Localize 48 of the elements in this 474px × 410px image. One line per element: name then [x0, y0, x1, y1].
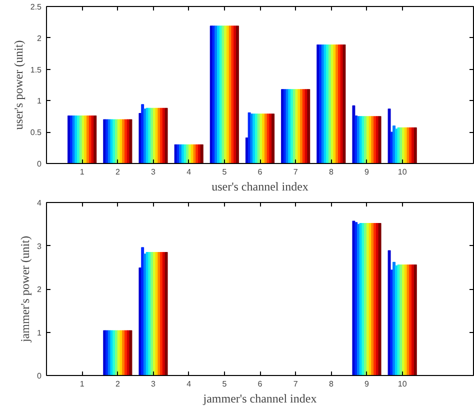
bar	[164, 252, 168, 376]
x-tick-label: 9	[364, 380, 370, 388]
x-tick-label: 3	[151, 380, 156, 388]
bar	[378, 222, 382, 376]
bar	[164, 108, 168, 164]
y-tick-label: 1	[37, 328, 42, 338]
y-axis-title: jammer's power (unit)	[18, 236, 32, 344]
y-tick-label: 0	[37, 160, 42, 168]
y-tick-label: 0.5	[30, 128, 42, 138]
y-tick-label: 0	[37, 372, 42, 380]
y-tick-label: 4	[37, 198, 42, 208]
y-axis-title: user's power (unit)	[11, 40, 26, 130]
bar	[129, 119, 132, 164]
x-tick-label: 1	[80, 380, 85, 388]
x-tick-label: 2	[115, 168, 120, 176]
x-tick-label: 8	[328, 380, 334, 388]
x-tick-label: 8	[328, 168, 334, 176]
y-tick-label: 1.5	[30, 65, 42, 74]
bar	[200, 144, 204, 164]
x-tick-label: 4	[186, 168, 192, 176]
x-tick-label: 9	[364, 168, 370, 176]
x-axis-title: jammer's channel index	[202, 392, 317, 406]
x-tick-label: 3	[151, 168, 156, 176]
bar	[129, 330, 132, 376]
bar	[94, 115, 97, 164]
x-tick-label: 4	[186, 380, 192, 388]
bar	[272, 114, 275, 164]
y-tick-label: 2	[37, 285, 42, 294]
x-tick-label: 5	[222, 168, 228, 176]
x-tick-label: 1	[80, 168, 85, 176]
x-tick-label: 7	[293, 380, 298, 388]
y-tick-label: 2.5	[30, 2, 42, 12]
x-tick-label: 10	[398, 380, 408, 388]
y-tick-label: 1	[37, 96, 42, 106]
bar	[414, 264, 417, 376]
bar	[414, 127, 417, 164]
x-tick-label: 6	[258, 168, 263, 176]
x-tick-label: 10	[398, 168, 408, 176]
x-tick-label: 7	[293, 168, 298, 176]
x-tick-label: 6	[258, 380, 263, 388]
y-tick-label: 3	[37, 242, 42, 251]
y-tick-label: 2	[37, 34, 42, 43]
x-tick-label: 5	[222, 380, 228, 388]
x-axis-title: user's channel index	[212, 180, 308, 194]
bar	[307, 89, 310, 164]
bar	[342, 44, 346, 164]
bar	[378, 116, 382, 164]
x-tick-label: 2	[115, 380, 120, 388]
